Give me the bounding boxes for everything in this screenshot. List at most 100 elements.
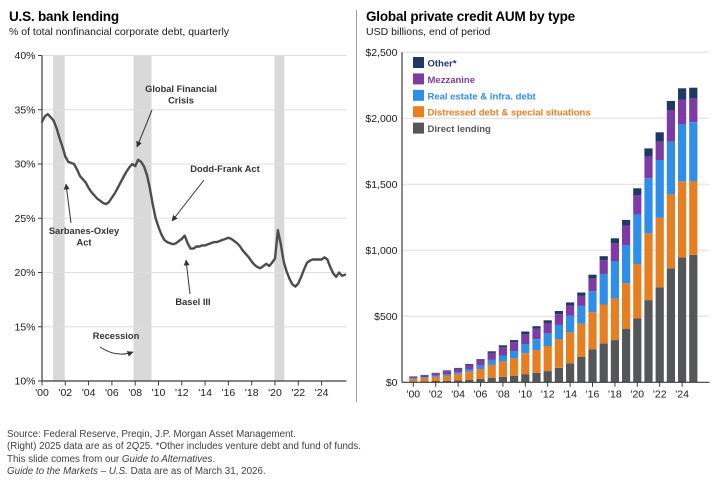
y-axis-label: $2,500	[365, 47, 397, 59]
y-axis-label: 25%	[14, 213, 35, 225]
footnote: Source: Federal Reserve, Preqin, J.P. Mo…	[7, 429, 361, 479]
bar-segment-direct-lending-2009	[510, 375, 519, 383]
bar-segment-distressed-debt-special-situations-2000	[409, 378, 418, 382]
y-axis-label: $500	[374, 311, 398, 323]
bar-segment-direct-lending-2005	[465, 379, 474, 383]
bar-segment-other-2004	[454, 367, 463, 369]
legend-label-distressed-debt-special-situations: Distressed debt & special situations	[428, 108, 591, 119]
bar-segment-other-2021	[644, 148, 653, 157]
bar-segment-distressed-debt-special-situations-2025	[689, 181, 698, 255]
annotation-arrow-basel-iii	[183, 259, 191, 295]
legend-label-mezzanine: Mezzanine	[428, 75, 476, 86]
bar-segment-distressed-debt-special-situations-2003	[442, 375, 451, 381]
legend-swatch-distressed-debt-special-situations	[413, 106, 424, 118]
y-axis-label: $1,000	[365, 245, 397, 257]
bar-segment-real-estate-infra-debt-2025	[689, 122, 698, 181]
bar-segment-real-estate-infra-debt-2024	[678, 124, 687, 182]
annotation-global-financial-crisis: Crisis	[168, 96, 194, 106]
annotation-sarbanes-oxley-act: Sarbanes-Oxley	[49, 226, 120, 236]
bar-segment-direct-lending-2024	[678, 257, 687, 383]
bar-segment-direct-lending-2003	[442, 380, 451, 383]
legend-swatch-mezzanine	[413, 73, 424, 85]
bar-segment-real-estate-infra-debt-2016	[588, 291, 597, 313]
bar-segment-real-estate-infra-debt-2006	[476, 365, 485, 370]
bar-segment-real-estate-infra-debt-2005	[465, 369, 474, 372]
y-axis-label: $1,500	[365, 179, 397, 191]
bar-segment-distressed-debt-special-situations-2019	[622, 283, 631, 329]
private-credit-bar-chart: $0 $500 $1,000 $1,500 $2,000 $2,500 '00 '02 '04 '…	[365, 47, 710, 400]
bar-segment-direct-lending-2011	[532, 372, 541, 383]
x-axis-label: '16	[586, 388, 600, 400]
footnote-line: This slide comes from our Guide to Alter…	[7, 454, 361, 466]
bar-segment-distressed-debt-special-situations-2016	[588, 312, 597, 350]
bar-segment-other-2008	[498, 345, 507, 348]
bar-segment-mezzanine-2011	[532, 328, 541, 340]
bar-segment-direct-lending-2014	[566, 363, 575, 383]
bar-segment-distressed-debt-special-situations-2004	[454, 374, 463, 381]
x-axis-label: '24	[675, 388, 689, 400]
footnote-text: This slide comes from our	[7, 453, 122, 465]
bar-segment-direct-lending-2018	[610, 340, 619, 383]
bar-segment-real-estate-infra-debt-2018	[610, 261, 619, 299]
bar-segment-distressed-debt-special-situations-2006	[476, 369, 485, 379]
bar-segment-distressed-debt-special-situations-2015	[577, 323, 586, 357]
bar-segment-real-estate-infra-debt-2011	[532, 339, 541, 351]
bar-segment-direct-lending-2019	[622, 329, 631, 383]
bar-segment-other-2009	[510, 340, 519, 343]
x-axis-label: '12	[541, 388, 555, 400]
left-chart-title: U.S. bank lending	[9, 9, 119, 24]
bar-segment-direct-lending-2007	[487, 377, 496, 383]
bar-segment-direct-lending-2002	[431, 381, 440, 383]
x-axis-label: '08	[496, 388, 510, 400]
footnote-text: .	[212, 453, 216, 465]
x-axis-label: '00	[35, 387, 49, 399]
bar-segment-mezzanine-2013	[554, 314, 563, 325]
bar-segment-mezzanine-2014	[566, 305, 575, 316]
footnote-line: Guide to the Markets – U.S. Data are as …	[7, 466, 361, 478]
x-axis-label: '24	[315, 387, 329, 399]
bar-segment-distressed-debt-special-situations-2002	[431, 376, 440, 381]
bar-segment-distressed-debt-special-situations-2021	[644, 233, 653, 301]
bar-segment-mezzanine-2009	[510, 342, 519, 351]
x-axis-label: '16	[222, 387, 236, 399]
bar-segment-other-2002	[431, 372, 440, 374]
bar-segment-mezzanine-2018	[610, 243, 619, 261]
bar-segment-real-estate-infra-debt-2015	[577, 305, 586, 324]
bar-segment-real-estate-infra-debt-2013	[554, 324, 563, 340]
bank-lending-panel: U.S. bank lending % of total nonfinancia…	[0, 0, 352, 420]
bar-segment-distressed-debt-special-situations-2020	[633, 264, 642, 319]
bar-segment-other-2015	[577, 292, 586, 296]
right-chart-title: Global private credit AUM by type	[366, 9, 575, 24]
bar-segment-distressed-debt-special-situations-2022	[655, 217, 664, 288]
bar-segment-distressed-debt-special-situations-2017	[599, 304, 608, 344]
x-axis-label: '22	[653, 388, 667, 400]
bar-segment-direct-lending-2023	[666, 268, 675, 383]
bar-segment-mezzanine-2022	[655, 141, 664, 160]
annotation-global-financial-crisis: Global Financial	[145, 84, 217, 94]
footnote-text: (Right) 2025 data are as of 2Q25. *Other…	[7, 441, 362, 453]
annotation-sarbanes-oxley-act: Act	[77, 238, 92, 248]
bar-segment-mezzanine-2012	[543, 323, 552, 334]
bar-segment-other-2006	[476, 359, 485, 361]
bar-segment-other-2024	[678, 88, 687, 100]
bar-segment-mezzanine-2000	[409, 376, 418, 379]
bar-segment-mezzanine-2008	[498, 347, 507, 356]
bar-segment-real-estate-infra-debt-2017	[599, 274, 608, 305]
bar-segment-real-estate-infra-debt-2008	[498, 355, 507, 362]
annotation-basel-iii: Basel III	[175, 297, 210, 307]
x-axis-label: '10	[518, 388, 532, 400]
bank-lending-line-chart: 10% 15% 20% 25% 30% 35% 40% '00 '02 '04 '06 '08 '10 '…	[14, 50, 347, 399]
bar-segment-direct-lending-2016	[588, 349, 597, 383]
bar-segment-other-2010	[521, 331, 530, 334]
bar-segment-real-estate-infra-debt-2007	[487, 359, 496, 365]
bar-segment-distressed-debt-special-situations-2001	[420, 377, 429, 382]
annotation-arrow-dodd-frank-act	[171, 179, 205, 222]
y-axis-label: $2,000	[365, 113, 397, 125]
y-axis-label: 15%	[14, 321, 35, 333]
footnote-italic-text: Guide to Alternatives	[121, 453, 213, 465]
bar-segment-real-estate-infra-debt-2022	[655, 160, 664, 218]
y-axis-label: 30%	[14, 159, 35, 171]
bar-segment-other-2011	[532, 326, 541, 329]
bar-segment-distressed-debt-special-situations-2011	[532, 350, 541, 373]
footnote-text: Data are as of March 31, 2026.	[127, 466, 266, 478]
